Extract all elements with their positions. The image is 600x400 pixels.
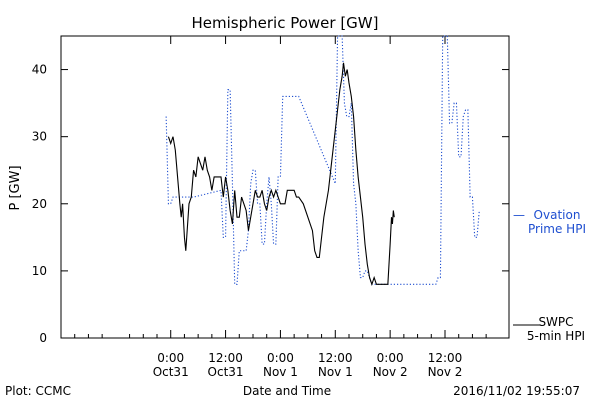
- legend-ovation-line2: Prime HPI: [528, 222, 586, 236]
- x-tick-label-date: Oct31: [208, 365, 244, 379]
- y-axis-ticks: 0 10 20 30 40: [32, 63, 509, 345]
- x-tick-label-date: Nov 1: [318, 365, 353, 379]
- legend-swpc: SWPC 5-min HPI: [513, 315, 585, 343]
- chart-title: Hemispheric Power [GW]: [192, 14, 379, 32]
- x-tick-label-date: Oct31: [153, 365, 189, 379]
- series-line-ovation-prime: [165, 35, 480, 285]
- x-tick-label-time: 12:00: [318, 351, 353, 365]
- series-line-swpc: [167, 62, 395, 287]
- legend-swpc-line2: 5-min HPI: [527, 329, 585, 343]
- x-axis-label: Date and Time: [243, 384, 331, 398]
- y-tick-label: 40: [32, 63, 47, 77]
- legend-ovation-dash: —: [513, 208, 525, 222]
- y-tick-label: 0: [39, 331, 47, 345]
- y-tick-label: 10: [32, 264, 47, 278]
- plot-frame: [60, 35, 510, 339]
- x-tick-label-time: 0:00: [377, 351, 404, 365]
- y-tick-label: 20: [32, 197, 47, 211]
- x-tick-label-time: 0:00: [267, 351, 294, 365]
- x-tick-label-date: Nov 2: [428, 365, 463, 379]
- legend-ovation: — Ovation Prime HPI: [513, 208, 586, 236]
- x-tick-label-time: 0:00: [157, 351, 184, 365]
- legend-swpc-line1: SWPC: [538, 315, 573, 329]
- legend-ovation-line1: Ovation: [534, 208, 581, 222]
- y-tick-label: 30: [32, 130, 47, 144]
- x-tick-label-date: Nov 2: [373, 365, 408, 379]
- footer-plot-credit: Plot: CCMC: [5, 384, 71, 398]
- footer-timestamp: 2016/11/02 19:55:07: [453, 384, 580, 398]
- y-axis-label: P [GW]: [8, 165, 23, 210]
- x-tick-label-date: Nov 1: [263, 365, 298, 379]
- x-tick-label-time: 12:00: [208, 351, 243, 365]
- x-tick-label-time: 12:00: [428, 351, 463, 365]
